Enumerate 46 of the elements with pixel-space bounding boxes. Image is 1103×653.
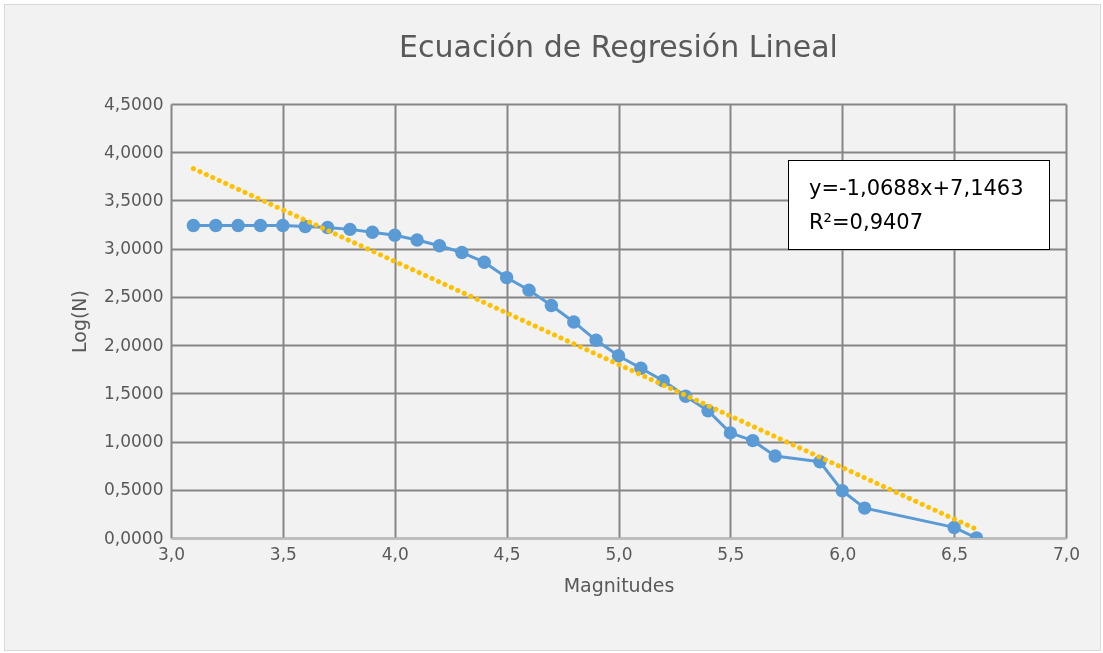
point <box>186 218 201 233</box>
point <box>365 225 380 239</box>
point <box>544 298 559 313</box>
point <box>276 218 290 233</box>
x-tick-label: 7,0 <box>1052 543 1081 564</box>
x-tick-label: 5,0 <box>605 543 633 564</box>
point <box>343 222 357 237</box>
point <box>857 501 872 515</box>
x-tick-label: 4,0 <box>381 543 409 564</box>
point <box>432 239 447 253</box>
point <box>611 349 626 363</box>
point <box>567 315 581 329</box>
point <box>589 333 603 347</box>
point <box>746 433 760 448</box>
annotation: R²=0,9407 <box>809 209 925 236</box>
point <box>410 233 424 247</box>
x-tick-label: 3,5 <box>269 543 297 564</box>
point <box>209 218 223 233</box>
y-tick-label: 2,0000 <box>104 334 164 355</box>
x-axis-title: Magnitudes <box>563 573 675 596</box>
point <box>388 228 402 242</box>
x-tick-label: 6,0 <box>829 543 857 564</box>
y-tick-label: 4,0000 <box>104 141 164 162</box>
y-tick-label: 0,5000 <box>104 479 164 500</box>
annotation: y=-1,0688x+7,1463 <box>809 175 1025 202</box>
y-axis-title: Log(N) <box>68 290 91 353</box>
x-tick-label: 6,5 <box>941 543 969 564</box>
y-tick-label: 3,5000 <box>104 189 164 210</box>
point <box>499 270 514 285</box>
point <box>835 484 849 498</box>
y-tick-label: 3,0000 <box>104 238 164 259</box>
x-tick-label: 5,5 <box>717 543 745 564</box>
point <box>947 520 961 535</box>
point <box>723 426 738 440</box>
point <box>231 218 245 233</box>
point <box>768 449 782 463</box>
point <box>522 283 536 297</box>
x-tick-label: 4,5 <box>493 543 521 564</box>
point <box>477 255 491 269</box>
point <box>455 245 469 260</box>
y-tick-label: 4,5000 <box>104 93 164 114</box>
y-tick-label: 1,0000 <box>104 431 164 452</box>
point <box>253 218 268 233</box>
chart-title: Ecuación de Regresión Lineal <box>399 29 838 64</box>
y-tick-label: 2,5000 <box>104 286 164 307</box>
y-tick-label: 1,5000 <box>104 382 164 403</box>
